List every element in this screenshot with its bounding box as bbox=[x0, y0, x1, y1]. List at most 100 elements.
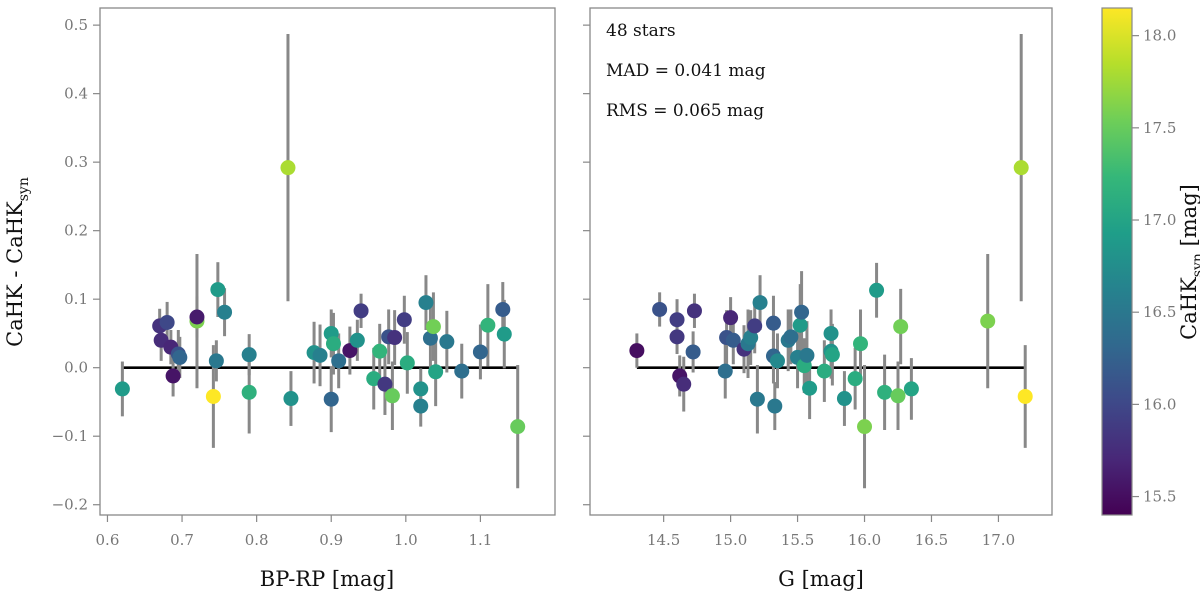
data-point bbox=[377, 376, 393, 392]
data-point bbox=[853, 336, 869, 352]
data-point bbox=[823, 325, 839, 341]
y-axis-label-subscript: syn bbox=[16, 177, 32, 201]
data-point bbox=[893, 319, 909, 335]
data-point bbox=[765, 315, 781, 331]
data-point bbox=[439, 334, 455, 350]
y-tick-label: 0.5 bbox=[64, 16, 88, 34]
y-tick-label: 0.3 bbox=[64, 153, 88, 171]
data-point bbox=[769, 353, 785, 369]
colorbar-label-subscript: syn bbox=[1190, 253, 1200, 277]
data-point bbox=[325, 336, 341, 352]
data-point bbox=[749, 391, 765, 407]
data-point bbox=[384, 388, 400, 404]
data-point bbox=[349, 332, 365, 348]
data-point bbox=[454, 363, 470, 379]
left-x-tick-label: 1.1 bbox=[468, 531, 492, 549]
right-scatter-panel: 14.5 15.0 15.5 16.0 16.5 17.0 48 stars MAD = … bbox=[583, 7, 1053, 591]
y-tick-label: −0.2 bbox=[52, 496, 88, 514]
right-x-tick-label: 14.5 bbox=[647, 531, 680, 549]
right-x-tick-label: 15.5 bbox=[781, 531, 814, 549]
data-point bbox=[399, 355, 415, 371]
data-point bbox=[312, 347, 328, 363]
data-point bbox=[869, 282, 885, 298]
colorbar-label-main: CaHK bbox=[1177, 277, 1200, 340]
data-point bbox=[413, 381, 429, 397]
data-point bbox=[372, 343, 388, 359]
right-y-ticks bbox=[583, 24, 590, 506]
colorbar-tick-label: 16.5 bbox=[1143, 303, 1176, 321]
data-point bbox=[172, 349, 188, 365]
data-point bbox=[743, 330, 759, 346]
data-point bbox=[629, 343, 645, 359]
left-x-tick-label: 0.7 bbox=[170, 531, 194, 549]
data-point bbox=[857, 419, 873, 435]
data-point bbox=[114, 381, 130, 397]
left-x-ticks: 0.6 0.7 0.8 0.9 1.0 1.1 bbox=[96, 515, 492, 549]
colorbar-tick-label: 16.0 bbox=[1143, 395, 1176, 413]
data-point bbox=[189, 309, 205, 325]
mad-annotation: MAD = 0.041 mag bbox=[606, 61, 766, 81]
data-point bbox=[366, 371, 382, 387]
right-plot-frame bbox=[589, 7, 1053, 516]
data-point bbox=[890, 388, 906, 404]
colorbar-label-unit: [mag] bbox=[1177, 184, 1200, 253]
left-x-tick-label: 0.8 bbox=[245, 531, 269, 549]
data-point bbox=[1013, 160, 1029, 176]
star-count-annotation: 48 stars bbox=[606, 21, 676, 41]
right-data-points bbox=[629, 160, 1033, 435]
right-x-tick-label: 15.0 bbox=[714, 531, 747, 549]
data-point bbox=[816, 363, 832, 379]
data-point bbox=[725, 332, 741, 348]
data-point bbox=[165, 368, 181, 384]
left-y-ticks: −0.2 −0.1 0.0 0.1 0.2 0.3 0.4 0.5 bbox=[52, 16, 100, 514]
data-point bbox=[342, 343, 358, 359]
left-scatter-panel: −0.2 −0.1 0.0 0.1 0.2 0.3 0.4 0.5 0.6 0.7 0.8 0.9 1… bbox=[3, 7, 556, 591]
data-point bbox=[980, 313, 996, 329]
data-point bbox=[847, 371, 863, 387]
data-point bbox=[669, 329, 685, 345]
data-point bbox=[331, 353, 347, 369]
data-point bbox=[1017, 388, 1033, 404]
right-x-axis-label: G [mag] bbox=[778, 567, 864, 591]
y-axis-label-main: CaHK - CaHK bbox=[3, 201, 27, 347]
data-point bbox=[387, 330, 403, 346]
right-x-tick-label: 16.5 bbox=[915, 531, 948, 549]
data-point bbox=[652, 301, 668, 317]
right-x-tick-label: 16.0 bbox=[848, 531, 881, 549]
data-point bbox=[903, 381, 919, 397]
colorbar-label: CaHKsyn [mag] bbox=[1177, 184, 1200, 340]
colorbar-ticks: 15.5 16.0 16.5 17.0 17.5 18.0 bbox=[1132, 27, 1176, 506]
data-point bbox=[676, 376, 692, 392]
left-x-tick-label: 0.9 bbox=[319, 531, 343, 549]
left-error-bars bbox=[120, 34, 520, 489]
left-data-points bbox=[114, 160, 526, 435]
left-x-tick-label: 0.6 bbox=[96, 531, 120, 549]
data-point bbox=[685, 344, 701, 360]
colorbar-tick-label: 15.5 bbox=[1143, 488, 1176, 506]
data-point bbox=[669, 312, 685, 328]
data-point bbox=[824, 347, 840, 363]
rms-annotation: RMS = 0.065 mag bbox=[606, 101, 764, 121]
data-point bbox=[717, 363, 733, 379]
data-point bbox=[241, 384, 257, 400]
y-axis-label: CaHK - CaHKsyn bbox=[3, 177, 32, 347]
data-point bbox=[802, 380, 818, 396]
data-point bbox=[472, 344, 488, 360]
data-point bbox=[428, 364, 444, 380]
y-tick-label: 0.4 bbox=[64, 85, 88, 103]
data-point bbox=[217, 304, 233, 320]
data-point bbox=[877, 384, 893, 400]
data-point bbox=[283, 391, 299, 407]
y-tick-label: −0.1 bbox=[52, 427, 88, 445]
data-point bbox=[794, 304, 810, 320]
left-x-tick-label: 1.0 bbox=[394, 531, 418, 549]
data-point bbox=[353, 303, 369, 319]
data-point bbox=[836, 391, 852, 407]
data-point bbox=[783, 329, 799, 345]
y-tick-label: 0.2 bbox=[64, 222, 88, 240]
colorbar-frame bbox=[1101, 7, 1133, 516]
data-point bbox=[425, 319, 441, 335]
colorbar-tick-label: 17.5 bbox=[1143, 119, 1176, 137]
data-point bbox=[767, 398, 783, 414]
